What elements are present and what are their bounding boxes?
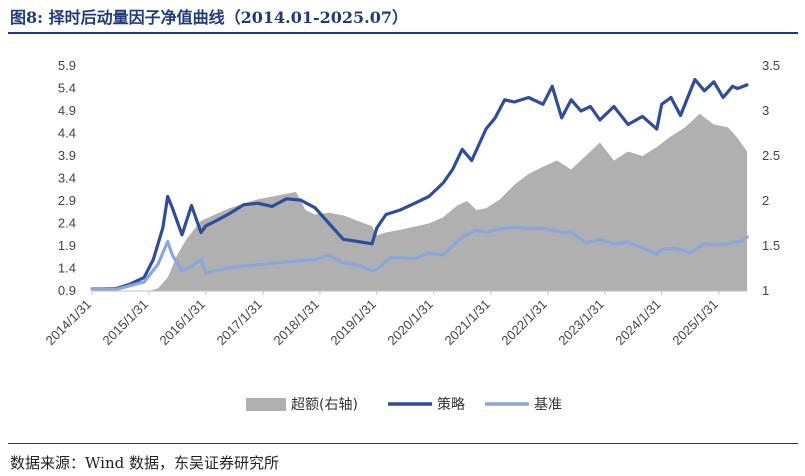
right-axis-tick-label: 1.5 <box>762 238 780 253</box>
series-strategy-line <box>90 77 749 291</box>
right-axis-tick-label: 3.5 <box>762 58 780 73</box>
chart: 0.9 1.4 1.9 2.4 2.9 3.4 3.9 4.4 4.9 5.4 5.9 1 1.5 2 2.… <box>43 58 780 413</box>
x-axis-tick-label: 2018/1/31 <box>271 297 323 349</box>
right-axis-tick-label: 2.5 <box>762 148 780 163</box>
legend-label: 基准 <box>534 396 562 413</box>
x-axis-tick-label: 2016/1/31 <box>156 297 208 349</box>
left-axis-tick-label: 2.9 <box>58 193 76 208</box>
figure-title: 图8: 择时后动量因子净值曲线（2014.01-2025.07） <box>10 8 408 27</box>
x-axis-tick-label: 2015/1/31 <box>100 296 152 348</box>
x-axis-tick-label: 2021/1/31 <box>441 297 493 349</box>
left-axis-tick-label: 3.9 <box>58 148 76 163</box>
lines-layer <box>90 77 749 292</box>
x-axis-tick-label: 2025/1/31 <box>669 297 721 349</box>
left-axis-tick-label: 3.4 <box>58 171 76 186</box>
x-axis-tick-label: 2019/1/31 <box>327 296 379 348</box>
left-axis-tick-label: 5.4 <box>58 81 76 96</box>
series-excess-area <box>92 113 747 291</box>
x-axis-tick-label: 2020/1/31 <box>384 297 436 349</box>
x-axis-tick-label: 2024/1/31 <box>612 297 664 349</box>
series-benchmark-line <box>90 225 749 292</box>
legend-label: 策略 <box>437 396 465 413</box>
left-axis-tick-label: 4.9 <box>58 103 76 118</box>
legend-swatch-excess <box>246 398 286 411</box>
x-axis-tick-label: 2014/1/31 <box>43 297 95 349</box>
left-axis-tick-label: 1.4 <box>58 261 76 276</box>
source-rule <box>8 443 798 444</box>
source-note: 数据来源：Wind 数据，东吴证券研究所 <box>10 454 279 472</box>
left-axis-tick-label: 1.9 <box>58 238 76 253</box>
title-rule <box>8 32 798 34</box>
left-axis-tick-label: 0.9 <box>58 283 76 298</box>
x-axis-tick-label: 2023/1/31 <box>555 296 607 348</box>
right-axis-tick-label: 1 <box>762 283 769 298</box>
x-axis-tick-label: 2017/1/31 <box>214 297 266 349</box>
legend: 超额(右轴) 策略 基准 <box>246 396 562 413</box>
legend-label: 超额(右轴) <box>291 397 358 413</box>
left-axis-tick-label: 5.9 <box>58 58 76 73</box>
left-axis-tick-label: 2.4 <box>58 216 76 231</box>
x-axis-tick-label: 2022/1/31 <box>498 297 550 349</box>
right-axis-tick-label: 2 <box>762 193 769 208</box>
excess-area-layer <box>92 113 747 291</box>
left-axis-tick-label: 4.4 <box>58 126 76 141</box>
right-axis-tick-label: 3 <box>762 103 769 118</box>
